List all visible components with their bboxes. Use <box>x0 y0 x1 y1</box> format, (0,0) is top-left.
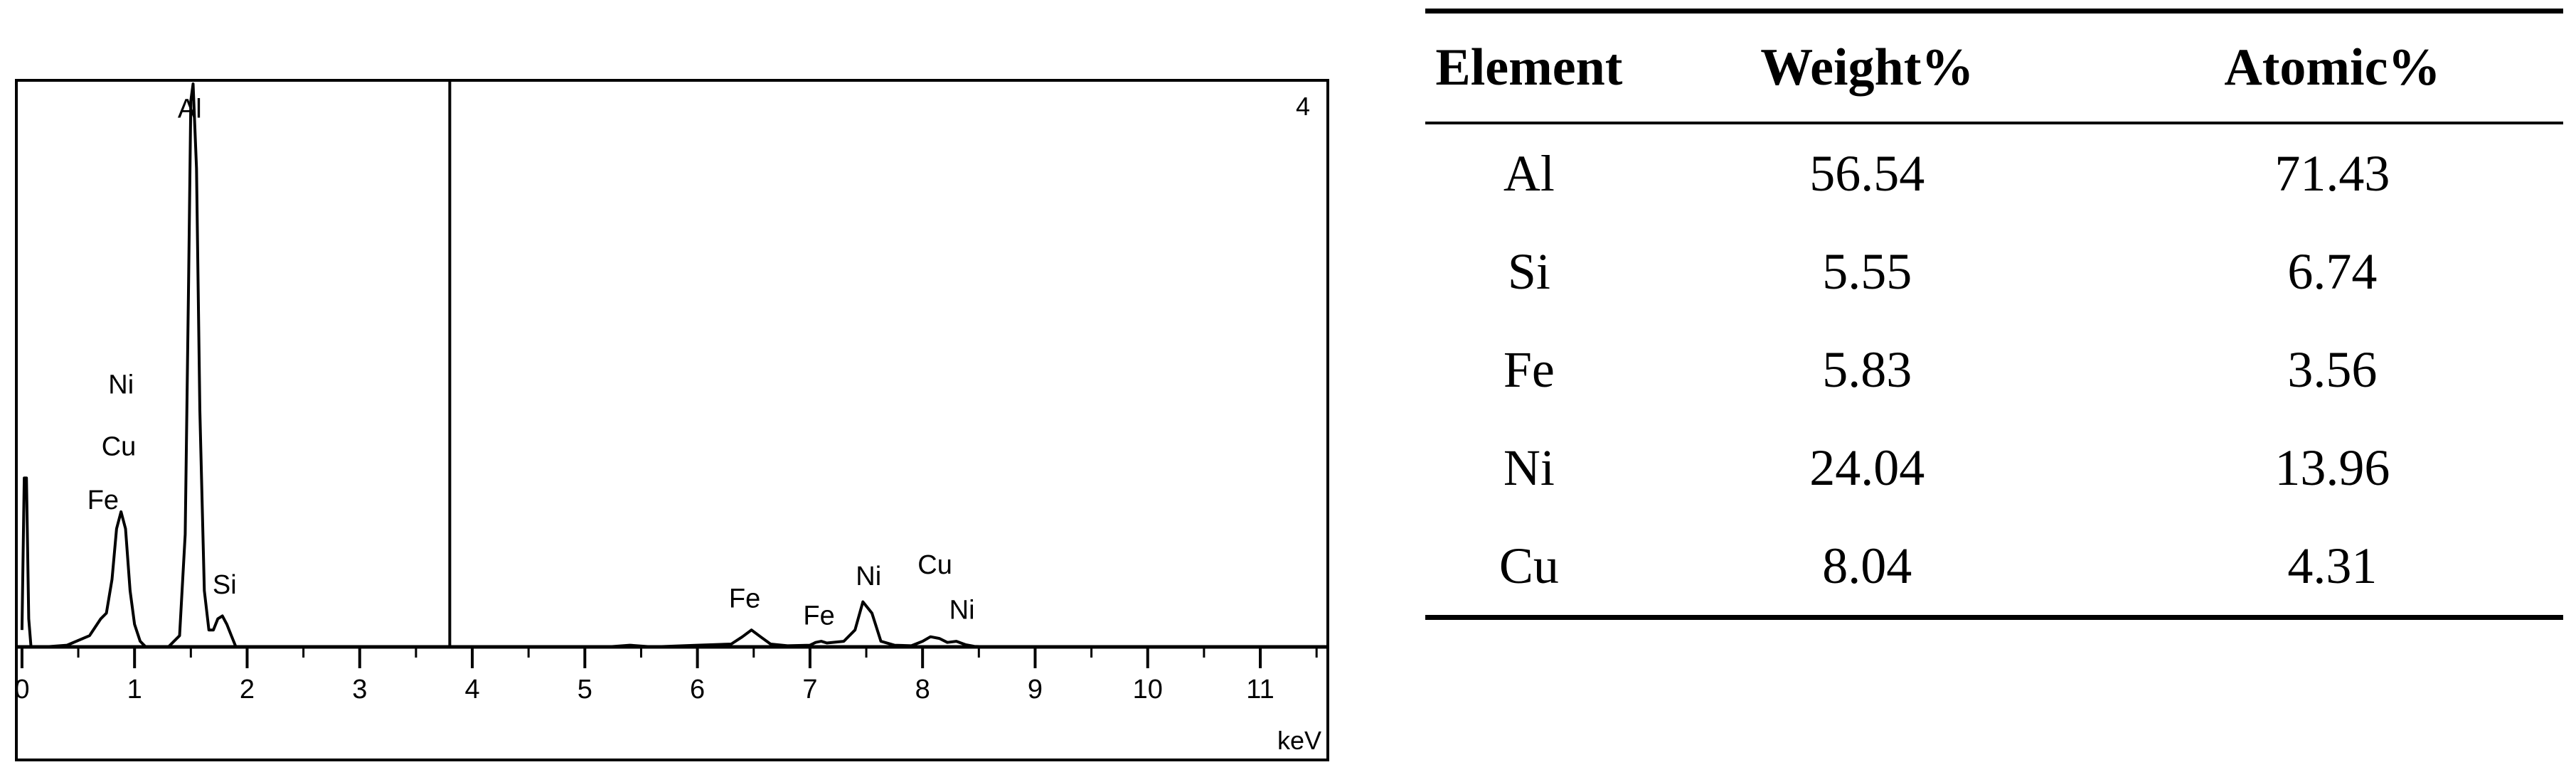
x-axis-tick-label: 1 <box>127 675 142 704</box>
cell-element: Cu <box>1425 517 1633 620</box>
cell-element: Ni <box>1503 439 1555 496</box>
table-header-row: Element Weight% Atomic% <box>1425 9 2563 124</box>
x-axis-tick-label: 6 <box>690 675 705 704</box>
peak-label: Cu <box>102 432 137 462</box>
cell-weight: 24.04 <box>1809 439 1925 496</box>
table-row: Al 56.54 71.43 <box>1425 123 2563 223</box>
x-axis-tick-label: 5 <box>578 675 592 704</box>
cell-element: Al <box>1503 144 1555 202</box>
peak-label: Fe <box>87 486 119 515</box>
cell-atomic: 13.96 <box>2274 439 2390 496</box>
peak-label: Ni <box>856 562 881 591</box>
cell-atomic: 3.56 <box>2287 341 2378 398</box>
cell-weight: 8.04 <box>1632 517 2102 620</box>
table-row: Si 5.55 6.74 <box>1425 223 2563 321</box>
cell-weight: 5.83 <box>1822 341 1912 398</box>
x-axis-label: keV <box>1277 726 1321 755</box>
x-axis-tick-label: 11 <box>1246 675 1274 704</box>
peak-label: Cu <box>917 550 952 580</box>
cell-atomic: 71.43 <box>2274 144 2390 202</box>
table-row: Cu 8.04 4.31 <box>1425 517 2563 620</box>
plot-frame <box>15 79 1329 761</box>
x-axis-tick-label: 0 <box>14 675 29 704</box>
peak-label: Al <box>178 95 202 124</box>
x-axis-tick-label: 4 <box>464 675 479 704</box>
x-axis-tick-label: 3 <box>352 675 367 704</box>
cell-atomic: 4.31 <box>2101 517 2563 620</box>
panel-number: 4 <box>1296 92 1310 121</box>
cell-atomic: 6.74 <box>2287 242 2378 300</box>
eds-spectrum-panel: 0 1 2 3 4 5 6 7 8 9 10 11 Al Ni Cu Fe Si Fe Fe Ni Cu Ni keV … <box>14 78 1330 762</box>
cell-weight: 56.54 <box>1809 144 1925 202</box>
peak-label: Ni <box>949 595 975 625</box>
x-axis-tick-label: 9 <box>1028 675 1043 704</box>
header-atomic: Atomic% <box>2101 9 2563 124</box>
peak-label: Fe <box>803 601 834 631</box>
peak-label: Ni <box>108 370 134 400</box>
header-weight: Weight% <box>1632 9 2102 124</box>
peak-label: Fe <box>729 584 760 614</box>
spectrum-trace <box>20 82 1328 648</box>
table-row: Fe 5.83 3.56 <box>1425 321 2563 419</box>
x-axis-ticks <box>20 647 1318 668</box>
composition-table: Element Weight% Atomic% Al 56.54 71.43 S… <box>1425 9 2563 620</box>
x-axis-tick-label: 2 <box>240 675 255 704</box>
peak-annotations: Al Ni Cu Fe Si Fe Fe Ni Cu Ni <box>87 95 975 631</box>
table-row: Ni 24.04 13.96 <box>1425 419 2563 517</box>
x-axis-tick-label: 10 <box>1133 675 1163 704</box>
cell-weight: 5.55 <box>1822 242 1912 300</box>
x-axis-tick-labels: 0 1 2 3 4 5 6 7 8 9 10 11 <box>14 675 1274 704</box>
x-axis-tick-label: 8 <box>915 675 930 704</box>
peak-label: Si <box>213 570 237 600</box>
cell-element: Si <box>1507 242 1550 300</box>
header-element: Element <box>1425 9 1633 124</box>
cell-element: Fe <box>1503 341 1555 398</box>
x-axis-tick-label: 7 <box>802 675 817 704</box>
